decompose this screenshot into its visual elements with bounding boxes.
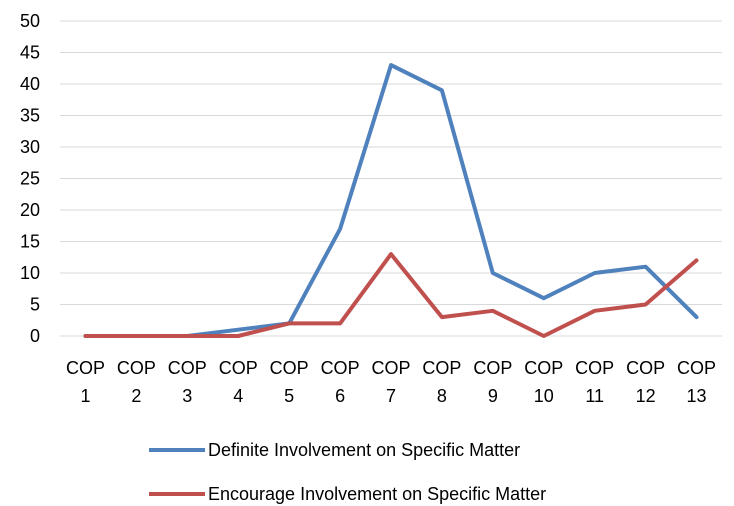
x-tick-label: COP 8 <box>422 358 461 406</box>
y-tick-label: 40 <box>20 74 40 94</box>
data-point <box>645 266 647 268</box>
data-point <box>390 253 392 255</box>
x-tick-label-line: 11 <box>585 386 604 406</box>
x-tick-label: COP 5 <box>270 358 309 406</box>
data-point <box>186 335 188 337</box>
y-tick-label: 5 <box>30 295 40 315</box>
series-line-1 <box>83 63 699 338</box>
x-tick-label: COP 10 <box>524 358 563 406</box>
legend-label: Encourage Involvement on Specific Matter <box>208 484 546 504</box>
data-point <box>543 335 545 337</box>
data-point <box>492 272 494 274</box>
y-tick-label: 50 <box>20 11 40 31</box>
x-tick-label-line: 3 <box>182 386 192 406</box>
data-point <box>492 310 494 312</box>
x-tick-label: COP 6 <box>321 358 360 406</box>
data-point <box>84 335 86 337</box>
y-tick-label: 30 <box>20 137 40 157</box>
data-point <box>288 322 290 324</box>
x-tick-label-line: 10 <box>534 386 554 406</box>
x-tick-label-line: COP <box>677 358 716 378</box>
x-tick-label-line: 7 <box>386 386 396 406</box>
data-point <box>441 316 443 318</box>
data-point <box>135 335 137 337</box>
y-tick-label: 10 <box>20 263 40 283</box>
y-tick-label: 25 <box>20 169 40 189</box>
data-point <box>696 316 698 318</box>
x-tick-label-line: 9 <box>488 386 498 406</box>
y-tick-label: 35 <box>20 106 40 126</box>
x-tick-label-line: 8 <box>437 386 447 406</box>
y-axis-tick-labels: 0 5 10 15 20 25 30 35 40 45 50 <box>20 11 40 346</box>
legend-label: Definite Involvement on Specific Matter <box>208 440 520 460</box>
x-tick-label-line: COP <box>575 358 614 378</box>
data-point <box>543 297 545 299</box>
x-tick-label-line: COP <box>66 358 105 378</box>
x-tick-label: COP 13 <box>677 358 716 406</box>
y-tick-label: 15 <box>20 232 40 252</box>
x-tick-label-line: COP <box>168 358 207 378</box>
x-tick-label: COP 11 <box>575 358 614 406</box>
x-tick-label-line: 4 <box>233 386 243 406</box>
x-tick-label: COP 9 <box>473 358 512 406</box>
x-tick-label-line: 2 <box>131 386 141 406</box>
data-point <box>594 310 596 312</box>
x-tick-label-line: COP <box>117 358 156 378</box>
x-tick-label-line: 12 <box>636 386 656 406</box>
x-tick-label-line: COP <box>626 358 665 378</box>
x-tick-label-line: COP <box>371 358 410 378</box>
data-point <box>645 304 647 305</box>
x-tick-label-line: COP <box>219 358 258 378</box>
x-tick-label-line: 1 <box>80 386 90 406</box>
gridlines <box>60 20 722 337</box>
legend-entry-1: Definite Involvement on Specific Matter <box>149 440 520 460</box>
x-tick-label-line: 13 <box>687 386 707 406</box>
data-point <box>237 335 239 337</box>
series-line-2 <box>83 252 699 338</box>
x-tick-label-line: COP <box>422 358 461 378</box>
legend: Definite Involvement on Specific Matter E… <box>149 440 546 504</box>
x-tick-label-line: COP <box>270 358 309 378</box>
y-tick-label: 20 <box>20 200 40 220</box>
x-tick-label-line: COP <box>524 358 563 378</box>
legend-entry-2: Encourage Involvement on Specific Matter <box>149 484 546 504</box>
y-tick-label: 0 <box>30 326 40 346</box>
data-point <box>441 89 443 91</box>
y-tick-label: 45 <box>20 43 40 63</box>
data-point <box>339 228 341 230</box>
x-tick-label: COP 3 <box>168 358 207 406</box>
x-tick-label: COP 1 <box>66 358 105 406</box>
data-point <box>594 272 596 274</box>
data-point <box>390 64 392 66</box>
x-tick-label-line: 6 <box>335 386 345 406</box>
x-tick-label-line: COP <box>321 358 360 378</box>
data-point <box>696 259 698 261</box>
x-tick-label: COP 12 <box>626 358 665 406</box>
series-lines <box>83 63 699 338</box>
x-tick-label-line: COP <box>473 358 512 378</box>
data-point <box>339 322 341 324</box>
x-tick-label-line: 5 <box>284 386 294 406</box>
x-axis-tick-labels: COP 1 COP 2 COP 3 COP 4 COP 5 COP 6 COP 7 COP 8 COP 9 COP 1… <box>66 358 716 406</box>
data-point <box>237 329 239 331</box>
x-tick-label: COP 4 <box>219 358 258 406</box>
x-tick-label: COP 2 <box>117 358 156 406</box>
x-tick-label: COP 7 <box>371 358 410 406</box>
